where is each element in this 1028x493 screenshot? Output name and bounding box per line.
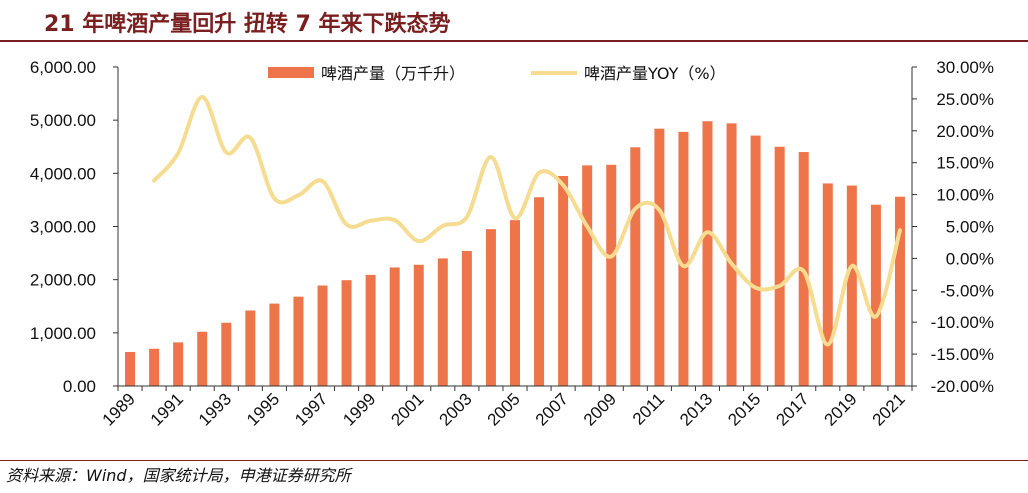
right-tick-label: -10.00% — [931, 313, 994, 332]
bar-series-output — [125, 121, 905, 387]
x-tick-label: 2017 — [772, 389, 812, 429]
bar-1995 — [269, 303, 280, 386]
x-tick-label: 2021 — [869, 389, 909, 429]
x-tick-label: 2005 — [484, 389, 524, 429]
right-tick-label: 0.00% — [946, 249, 994, 268]
x-tick-label: 1997 — [291, 389, 331, 429]
x-tick-label: 1993 — [195, 389, 235, 429]
right-tick-label: -20.00% — [931, 377, 994, 396]
bar-2005 — [510, 220, 520, 386]
bar-2003 — [461, 250, 472, 386]
x-tick-label: 1989 — [99, 389, 139, 429]
bar-2004 — [485, 229, 496, 386]
right-tick-label: 25.00% — [936, 90, 994, 109]
x-tick-label: 1995 — [243, 389, 283, 429]
bar-2016 — [774, 146, 785, 386]
bar-2021 — [894, 196, 905, 386]
x-tick-label: 2003 — [436, 389, 476, 429]
right-tick-label: -5.00% — [940, 281, 994, 300]
bar-2012 — [678, 131, 689, 386]
bar-2009 — [606, 164, 617, 386]
bar-2019 — [846, 185, 857, 386]
x-tick-label: 2007 — [532, 389, 572, 429]
line-series-yoy — [152, 94, 902, 347]
bar-1992 — [197, 331, 208, 386]
left-tick-label: 1,000.00 — [30, 324, 96, 343]
left-tick-label: 0.00 — [63, 377, 96, 396]
yoy-line — [152, 94, 902, 347]
legend-label-output: 啤酒产量（万千升） — [321, 64, 465, 83]
chart-title: 21 年啤酒产量回升 扭转 7 年来下跌态势 — [44, 12, 451, 37]
right-tick-label: 15.00% — [936, 154, 994, 173]
right-tick-label: 30.00% — [936, 58, 994, 77]
x-tick-label: 1991 — [147, 389, 187, 429]
bar-2014 — [726, 123, 737, 387]
bar-2001 — [413, 264, 424, 386]
x-tick-label: 1999 — [339, 389, 379, 429]
bar-1996 — [293, 296, 304, 386]
bar-2015 — [750, 135, 761, 386]
x-tick-label: 2013 — [676, 389, 716, 429]
bar-1990 — [149, 348, 160, 386]
legend-label-yoy: 啤酒产量YOY（%） — [584, 64, 726, 83]
bar-1993 — [221, 322, 232, 386]
bar-2000 — [389, 267, 400, 386]
x-tick-label: 2009 — [580, 389, 620, 429]
x-tick-label: 2011 — [629, 389, 668, 428]
bar-1997 — [317, 285, 328, 386]
left-tick-label: 4,000.00 — [30, 164, 96, 183]
right-tick-label: 20.00% — [936, 122, 994, 141]
x-tick-label: 2019 — [820, 389, 860, 429]
legend-swatch-output — [268, 67, 314, 78]
left-tick-label: 6,000.00 — [30, 58, 96, 77]
bar-2013 — [702, 121, 713, 386]
bar-1994 — [245, 310, 256, 386]
left-tick-label: 5,000.00 — [30, 111, 96, 130]
source-divider — [0, 460, 1028, 461]
left-tick-label: 3,000.00 — [30, 218, 96, 237]
bar-2007 — [558, 175, 569, 386]
bar-2010 — [630, 147, 641, 386]
right-tick-label: 10.00% — [936, 186, 994, 205]
bar-2020 — [870, 204, 881, 386]
source-note: 资料来源：Wind，国家统计局，申港证券研究所 — [6, 466, 351, 485]
bar-2011 — [654, 128, 665, 386]
bar-1998 — [341, 280, 352, 386]
x-tick-label: 2015 — [724, 389, 764, 429]
left-tick-label: 2,000.00 — [30, 271, 96, 290]
x-tick-label: 2001 — [387, 389, 427, 429]
bar-2018 — [822, 183, 833, 386]
chart-legend: 啤酒产量（万千升） 啤酒产量YOY（%） — [268, 64, 726, 83]
title-divider — [0, 40, 1028, 42]
bar-1989 — [125, 351, 136, 386]
bar-1999 — [365, 274, 376, 386]
right-tick-label: -15.00% — [931, 345, 994, 364]
bar-1991 — [173, 342, 184, 386]
bar-2008 — [582, 165, 593, 386]
right-tick-label: 5.00% — [946, 218, 994, 237]
bar-2002 — [437, 258, 448, 386]
bar-2006 — [534, 197, 545, 386]
